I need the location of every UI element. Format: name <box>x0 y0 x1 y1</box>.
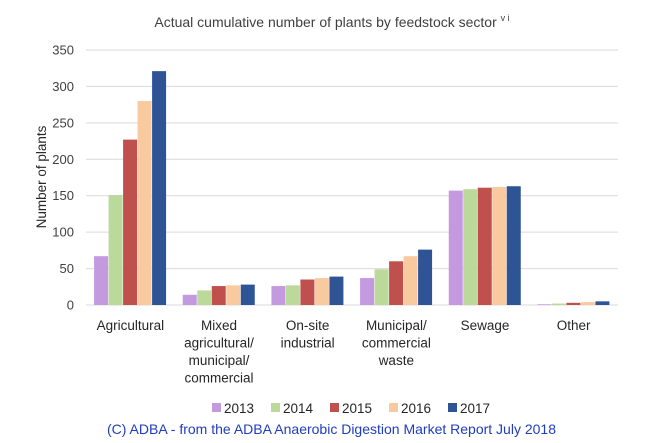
bar-2014-2 <box>285 285 300 305</box>
bar-2015-0 <box>123 139 138 305</box>
bar-2017-5 <box>595 301 610 305</box>
legend-label-2013: 2013 <box>224 401 254 416</box>
copyright-notice: (C) ADBA - from the ADBA Anaerobic Diges… <box>107 421 556 437</box>
y-tick-label: 150 <box>52 188 74 203</box>
bar-2014-3 <box>374 269 389 305</box>
y-tick-label: 50 <box>60 261 74 276</box>
bar-2016-5 <box>580 302 595 305</box>
legend-swatch-2013 <box>212 403 221 412</box>
category-label: Agricultural <box>97 318 165 333</box>
bar-2014-0 <box>108 194 123 305</box>
bar-2014-5 <box>551 303 566 305</box>
legend-swatch-2016 <box>389 403 398 412</box>
bar-2013-5 <box>537 304 552 305</box>
bar-2016-0 <box>137 101 152 305</box>
bar-2017-4 <box>506 186 521 305</box>
bars <box>94 71 610 305</box>
bar-2016-3 <box>403 256 418 305</box>
category-label: Mixed agricultural/municipal/commercial <box>184 318 254 386</box>
y-tick-label: 250 <box>52 115 74 130</box>
legend-label-2015: 2015 <box>342 401 372 416</box>
y-tick-label: 0 <box>67 298 74 313</box>
legend-swatch-2017 <box>448 403 457 412</box>
bar-2013-1 <box>182 294 197 305</box>
bar-2015-5 <box>566 302 581 305</box>
bar-2015-4 <box>477 187 492 305</box>
chart-title: Actual cumulative number of plants by fe… <box>154 13 509 30</box>
bar-2015-2 <box>300 279 315 305</box>
bar-2016-4 <box>492 186 507 305</box>
legend-label-2016: 2016 <box>401 401 431 416</box>
category-labels: Agricultural Mixed agricultural/municipal/… <box>97 318 591 386</box>
bar-2016-2 <box>314 278 329 305</box>
legend: 2013 2014 2015 2016 2017 <box>212 401 490 416</box>
y-axis-label: Number of plants <box>34 125 49 228</box>
bar-2017-3 <box>418 249 433 305</box>
y-tick-label: 100 <box>52 225 74 240</box>
bar-2015-3 <box>389 261 404 305</box>
legend-label-2014: 2014 <box>283 401 314 416</box>
bar-2013-3 <box>360 278 375 305</box>
bar-2015-1 <box>211 286 226 305</box>
legend-swatch-2015 <box>330 403 339 412</box>
y-tick-label: 350 <box>52 43 74 58</box>
legend-swatch-2014 <box>271 403 280 412</box>
bar-2013-2 <box>271 286 286 305</box>
bar-2016-1 <box>226 285 241 305</box>
category-label: On-site industrial <box>281 318 335 351</box>
title-superscript: v i <box>501 13 510 23</box>
bar-2017-1 <box>240 284 255 305</box>
bar-2013-0 <box>94 256 109 305</box>
y-tick-label: 300 <box>52 79 74 94</box>
y-axis-ticks: 0 50 100 150 200 250 300 350 <box>52 43 74 313</box>
bar-2014-1 <box>197 290 212 305</box>
bar-2013-4 <box>448 190 463 305</box>
category-label: Sewage <box>461 318 510 333</box>
bar-2017-0 <box>152 71 167 305</box>
category-label: Municipal/commercial waste <box>362 318 431 368</box>
category-label: Other <box>557 318 591 333</box>
legend-label-2017: 2017 <box>460 401 490 416</box>
gridlines <box>86 49 618 306</box>
bar-2017-2 <box>329 276 344 305</box>
y-tick-label: 200 <box>52 152 74 167</box>
bar-2014-4 <box>463 189 478 305</box>
